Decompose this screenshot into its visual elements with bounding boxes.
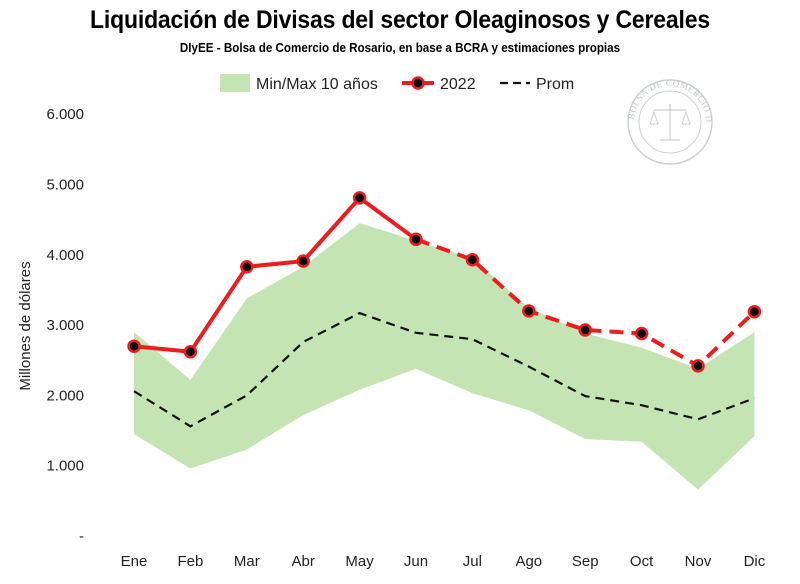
point-2022 [578, 323, 592, 337]
chart-title: Liquidación de Divisas del sector Oleagi… [90, 6, 710, 34]
minmax-band [134, 223, 755, 490]
y-tick-label: - [79, 528, 84, 545]
y-tick-label: 2.000 [46, 387, 84, 404]
x-tick-label: Ago [515, 553, 542, 570]
series-line-2022-actual [133, 195, 418, 354]
legend-label-2022: 2022 [440, 76, 476, 93]
point-2022 [183, 345, 198, 359]
point-2022 [352, 191, 367, 205]
y-tick-label: 1.000 [46, 458, 84, 475]
point-2022 [634, 326, 649, 341]
x-tick-label: Jun [404, 553, 428, 570]
legend-marker-2022 [411, 76, 425, 90]
seal-text: BOLSA DE COMERCIO DE ROSARIO [0, 0, 714, 123]
point-2022 [240, 260, 254, 274]
x-axis-ticks: Ene Feb Mar Abr May Jun Jul Ago Sep Oct Nov Dic [121, 553, 766, 570]
y-tick-label: 6.000 [46, 106, 84, 123]
y-tick-label: 3.000 [46, 317, 84, 334]
plot-area [127, 191, 762, 490]
x-tick-label: Ene [121, 553, 148, 570]
legend-label-band: Min/Max 10 años [256, 76, 378, 93]
x-tick-label: Nov [685, 553, 712, 570]
y-tick-label: 5.000 [46, 177, 84, 194]
point-2022 [465, 252, 480, 267]
point-2022 [296, 254, 310, 268]
point-2022 [127, 339, 141, 353]
x-tick-label: Feb [177, 553, 203, 570]
y-tick-label: 4.000 [46, 247, 84, 264]
legend-label-prom: Prom [536, 76, 574, 93]
x-tick-label: Oct [630, 553, 654, 570]
legend-swatch-band [220, 74, 250, 92]
point-2022 [409, 232, 423, 247]
y-axis-ticks: - 1.000 2.000 3.000 4.000 5.000 6.000 [46, 106, 84, 545]
x-tick-label: Abr [292, 553, 315, 570]
point-2022 [747, 304, 762, 319]
point-2022 [691, 359, 705, 373]
x-tick-label: May [345, 553, 374, 570]
y-axis-label: Millones de dólares [17, 261, 34, 390]
x-tick-label: Dic [744, 553, 766, 570]
x-tick-label: Jul [463, 553, 482, 570]
x-tick-label: Mar [234, 553, 260, 570]
chart-subtitle: DIyEE - Bolsa de Comercio de Rosario, en… [179, 41, 621, 55]
legend: Min/Max 10 años 2022 Prom [220, 74, 574, 93]
x-tick-label: Sep [572, 553, 599, 570]
series-line-prom [133, 311, 755, 428]
point-2022 [522, 304, 536, 318]
